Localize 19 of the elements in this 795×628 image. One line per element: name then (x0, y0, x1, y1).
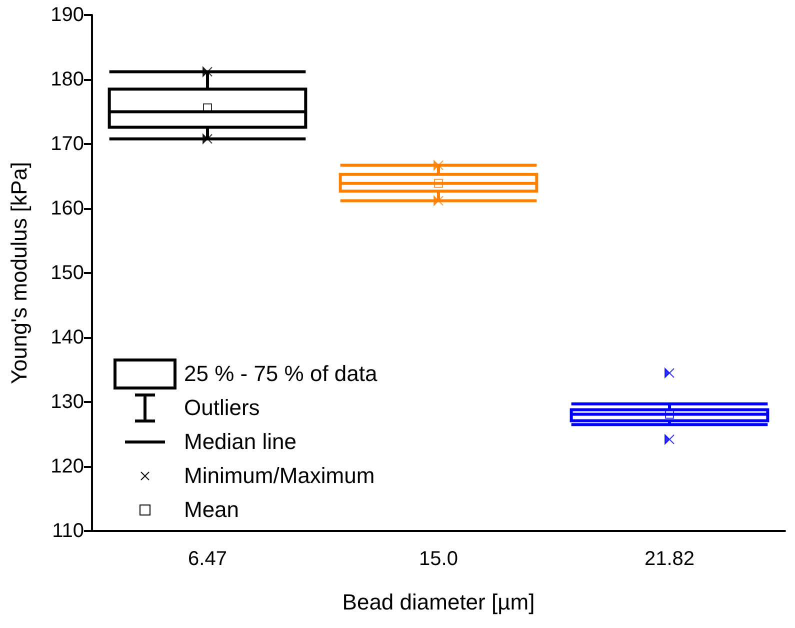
x-tick-label: 15.0 (419, 548, 458, 570)
annotation: Mean (184, 497, 240, 523)
annotation: Median line (184, 429, 297, 455)
annotation: Minimum/Maximum (184, 463, 375, 489)
y-tick-label: 170 (50, 133, 84, 155)
annotation: 25 % - 75 % of data (184, 361, 378, 387)
x-tick-label: 21.82 (644, 548, 695, 570)
y-tick-label: 150 (50, 262, 84, 284)
x-axis-title: Bead diameter [µm] (342, 590, 535, 614)
y-tick-label: 130 (50, 391, 84, 413)
y-tick-label: 110 (52, 520, 84, 542)
y-tick-label: 190 (50, 4, 84, 26)
y-tick-label: 120 (50, 456, 84, 478)
y-tick-label: 180 (50, 68, 84, 90)
y-tick-label: 160 (50, 198, 84, 220)
y-axis-title: Young's modulus [kPa] (6, 162, 32, 384)
annotation: Outliers (184, 395, 260, 421)
y-tick-label: 140 (50, 326, 84, 348)
x-tick-label: 6.47 (188, 548, 227, 570)
